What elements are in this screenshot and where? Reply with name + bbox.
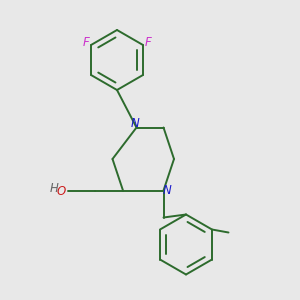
- Text: N: N: [163, 184, 172, 197]
- Text: F: F: [145, 35, 152, 49]
- Text: O: O: [57, 185, 66, 198]
- Text: F: F: [82, 35, 89, 49]
- Text: H: H: [50, 182, 59, 195]
- Text: N: N: [130, 117, 140, 130]
